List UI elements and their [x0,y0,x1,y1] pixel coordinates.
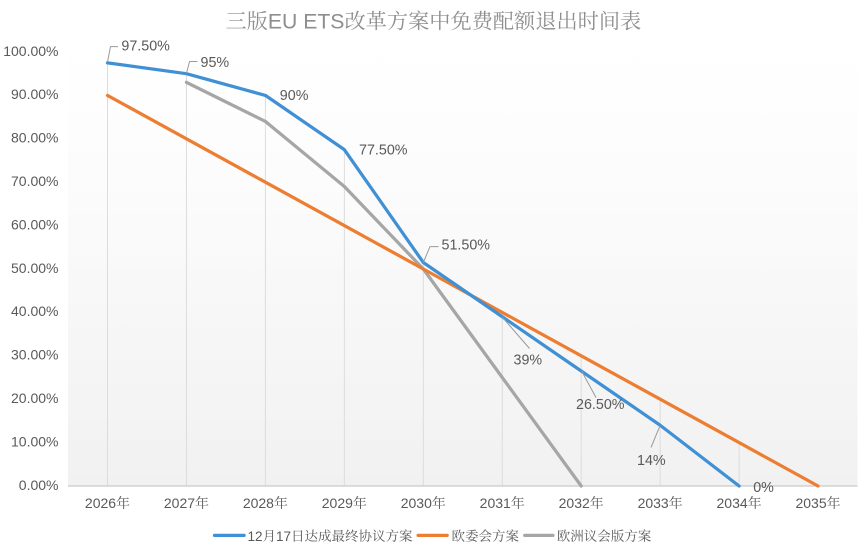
svg-text:100.00%: 100.00% [3,43,58,59]
svg-text:77.50%: 77.50% [359,143,408,159]
svg-text:2033: 2033 [638,495,669,511]
svg-text:20.00%: 20.00% [11,390,58,406]
svg-text:51.50%: 51.50% [442,238,491,254]
svg-text:90%: 90% [280,88,309,104]
svg-text:2028: 2028 [243,495,274,511]
svg-text:2034: 2034 [717,495,748,511]
svg-text:39%: 39% [514,353,543,369]
svg-text:90.00%: 90.00% [11,86,58,102]
svg-text:2032: 2032 [559,495,590,511]
svg-text:2027: 2027 [164,495,195,511]
svg-text:80.00%: 80.00% [11,130,58,146]
svg-text:10.00%: 10.00% [11,433,58,449]
svg-text:40.00%: 40.00% [11,303,58,319]
svg-text:12: 12 [248,529,263,544]
svg-text:95%: 95% [201,55,230,71]
svg-text:2031: 2031 [480,495,511,511]
svg-text:60.00%: 60.00% [11,216,58,232]
svg-text:70.00%: 70.00% [11,173,58,189]
svg-text:50.00%: 50.00% [11,260,58,276]
svg-text:30.00%: 30.00% [11,347,58,363]
svg-text:14%: 14% [637,453,666,469]
svg-text:97.50%: 97.50% [121,39,170,55]
svg-text:2035: 2035 [795,495,826,511]
svg-text:2030: 2030 [401,495,432,511]
svg-text:2026: 2026 [85,495,116,511]
svg-text:EU ETS: EU ETS [268,11,345,34]
svg-text:26.50%: 26.50% [576,397,625,413]
svg-text:17: 17 [276,529,291,544]
svg-text:0%: 0% [753,480,774,496]
svg-text:0.00%: 0.00% [19,477,59,493]
svg-text:2029: 2029 [322,495,353,511]
